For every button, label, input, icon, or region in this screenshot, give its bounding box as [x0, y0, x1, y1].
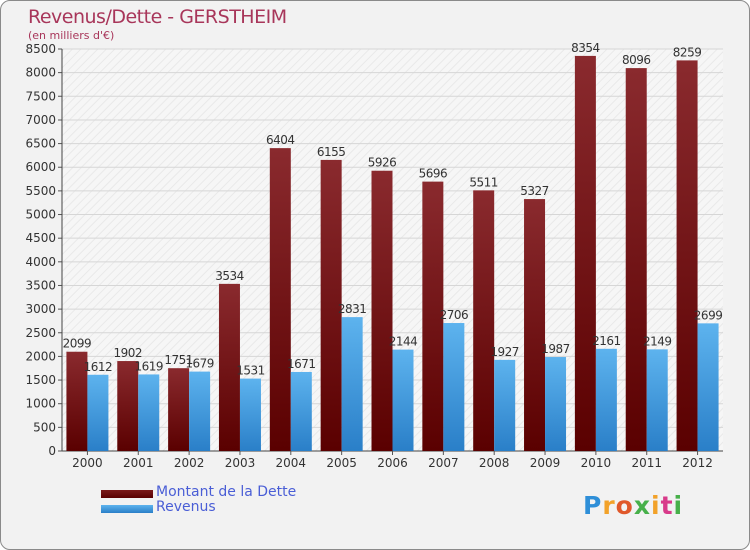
data-label: 2099 [63, 337, 92, 351]
y-tick-label: 1000 [25, 397, 56, 411]
data-label: 1927 [490, 345, 519, 359]
bar-revenus [138, 374, 160, 451]
y-tick-label: 500 [33, 420, 56, 434]
bar-revenus [239, 378, 261, 451]
data-label: 1902 [113, 346, 142, 360]
bar-dette [218, 283, 240, 451]
data-label: 1751 [164, 353, 193, 367]
y-tick-label: 7500 [25, 89, 56, 103]
chart-title: Revenus/Dette - GERSTHEIM [28, 6, 287, 28]
data-label: 2149 [643, 334, 672, 348]
legend-label-dette: Montant de la Dette [156, 484, 297, 500]
y-tick-label: 3500 [25, 278, 56, 292]
data-label: 6404 [266, 133, 295, 147]
bar-revenus [545, 357, 567, 451]
y-tick-label: 2000 [25, 349, 56, 363]
bar-dette [524, 199, 546, 451]
bar-revenus [290, 371, 312, 451]
y-tick-label: 2500 [25, 326, 56, 340]
y-tick-label: 6500 [25, 137, 56, 151]
bar-revenus [646, 349, 668, 451]
legend-label-revenus: Revenus [156, 499, 216, 515]
y-tick-label: 6000 [25, 160, 56, 174]
bar-revenus [595, 348, 617, 451]
bar-revenus [341, 317, 363, 451]
x-tick-label: 2012 [682, 456, 713, 470]
data-label: 5327 [520, 184, 549, 198]
x-tick-label: 2008 [479, 456, 510, 470]
bar-dette [320, 159, 342, 451]
bar-dette [473, 190, 495, 451]
bar-revenus [494, 359, 516, 451]
x-tick-label: 2004 [276, 456, 307, 470]
bar-dette [117, 361, 139, 451]
data-label: 8096 [622, 53, 651, 67]
data-label: 3534 [215, 269, 244, 283]
bar-dette [625, 68, 647, 452]
data-label: 8259 [673, 45, 702, 59]
x-tick-label: 2003 [225, 456, 256, 470]
bar-revenus [87, 374, 109, 451]
bar-dette [371, 170, 393, 452]
legend-swatch-dette [101, 490, 153, 498]
data-label: 1612 [84, 360, 113, 374]
y-tick-label: 5000 [25, 208, 56, 222]
x-tick-label: 2002 [174, 456, 205, 470]
bar-revenus [697, 323, 719, 451]
bar-revenus [392, 349, 414, 451]
x-tick-label: 2001 [123, 456, 154, 470]
data-label: 8354 [571, 41, 600, 55]
legend-swatch-revenus [101, 505, 153, 513]
data-label: 1619 [134, 359, 163, 373]
data-label: 5511 [469, 175, 498, 189]
bar-dette [168, 368, 190, 451]
data-label: 1987 [541, 342, 570, 356]
data-label: 2706 [440, 308, 469, 322]
chart-subtitle: (en milliers d'€) [28, 29, 115, 42]
x-tick-label: 2009 [530, 456, 561, 470]
data-label: 2144 [389, 335, 418, 349]
data-label: 2161 [592, 334, 621, 348]
bar-revenus [443, 323, 465, 451]
data-label: 2831 [338, 302, 367, 316]
data-label: 5696 [419, 167, 448, 181]
x-tick-label: 2005 [326, 456, 357, 470]
y-tick-label: 1500 [25, 373, 56, 387]
data-label: 1679 [185, 357, 214, 371]
data-label: 5926 [368, 156, 397, 170]
x-tick-label: 2007 [428, 456, 459, 470]
y-tick-label: 8500 [25, 42, 56, 56]
x-tick-label: 2000 [72, 456, 103, 470]
x-tick-label: 2006 [377, 456, 408, 470]
bar-dette [66, 351, 88, 451]
bar-dette [269, 148, 291, 451]
y-tick-label: 5500 [25, 184, 56, 198]
bar-revenus [189, 371, 211, 451]
data-label: 2699 [694, 308, 723, 322]
data-label: 6155 [317, 145, 346, 159]
x-tick-label: 2010 [581, 456, 612, 470]
y-tick-label: 3000 [25, 302, 56, 316]
y-tick-label: 4500 [25, 231, 56, 245]
bar-dette [676, 60, 698, 451]
y-tick-label: 0 [48, 444, 56, 458]
proxiti-logo: Proxiti [583, 491, 684, 520]
data-label: 1671 [287, 357, 316, 371]
y-tick-label: 7000 [25, 113, 56, 127]
bar-dette [574, 55, 596, 452]
x-tick-label: 2011 [631, 456, 662, 470]
y-tick-label: 8000 [25, 66, 56, 80]
y-tick-label: 4000 [25, 255, 56, 269]
bar-dette [422, 181, 444, 451]
data-label: 1531 [236, 364, 265, 378]
